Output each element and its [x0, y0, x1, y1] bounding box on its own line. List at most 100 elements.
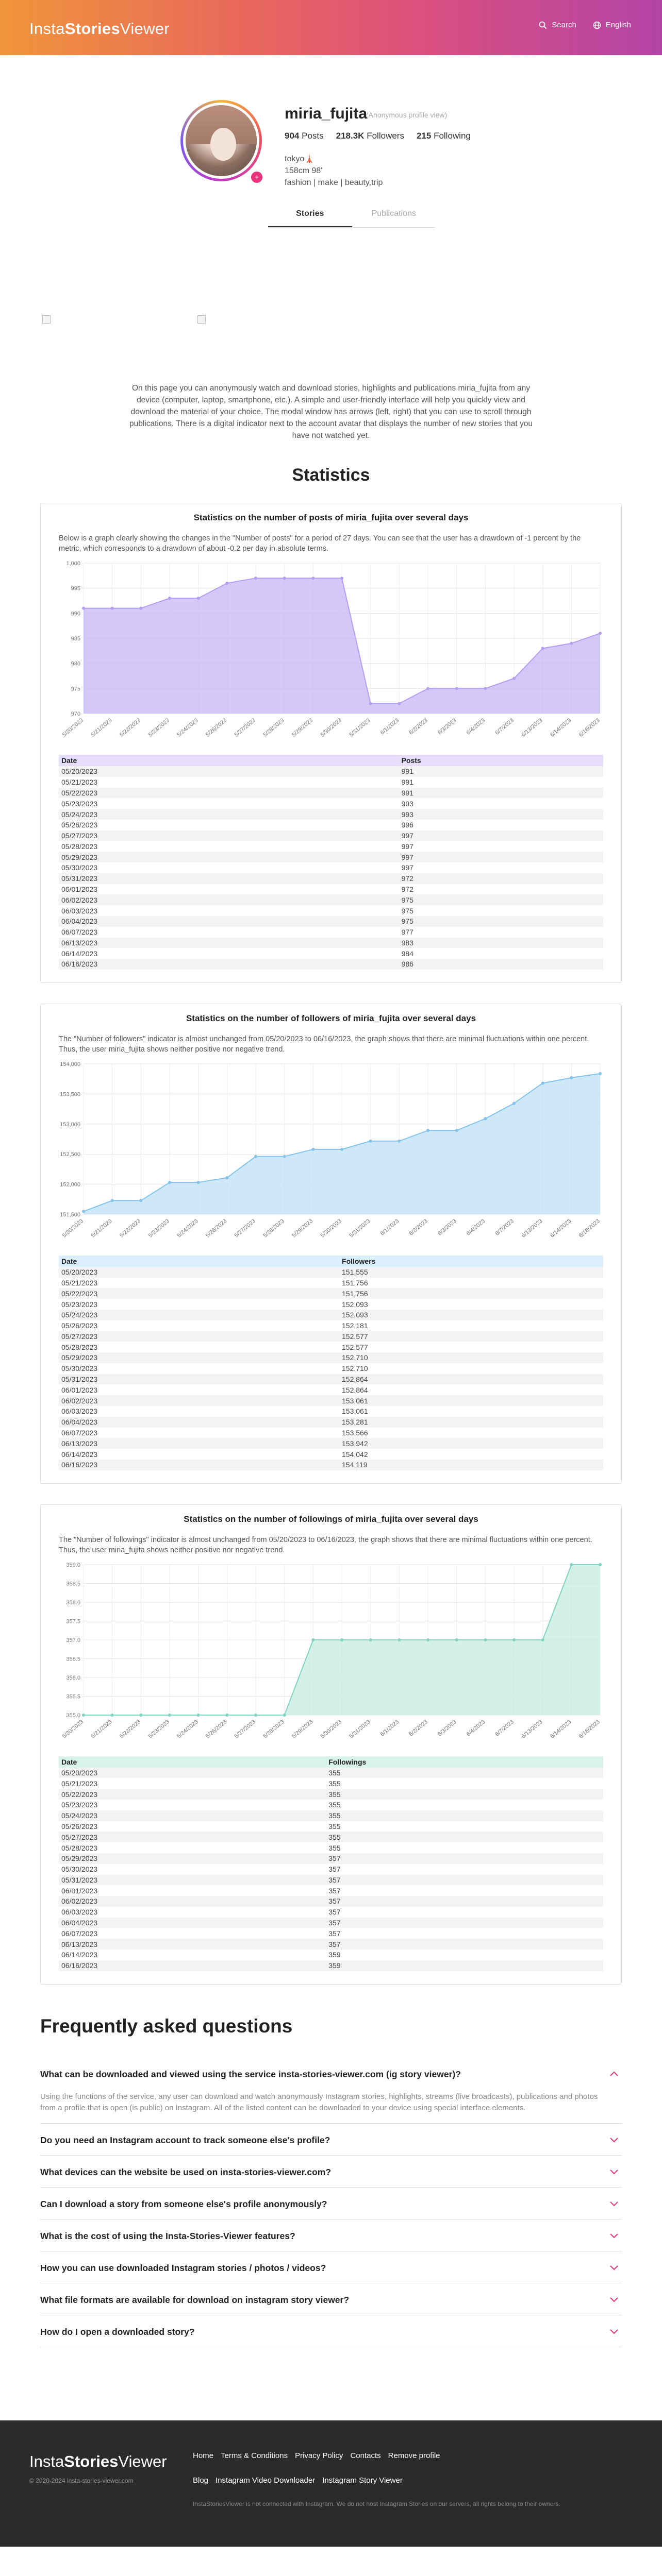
faq-item[interactable]: Can I download a story from someone else…: [40, 2188, 622, 2219]
area-fill: [84, 1073, 600, 1214]
x-tick-label: 5/23/2023: [147, 717, 171, 738]
value-cell: 355: [326, 1810, 603, 1821]
table-row: 06/03/2023 153,061: [59, 1406, 603, 1417]
date-cell: 06/16/2023: [59, 959, 399, 970]
data-point: [139, 1713, 143, 1717]
tab-stories[interactable]: Stories: [268, 207, 352, 227]
value-cell: 154,119: [339, 1459, 603, 1470]
footer-link-blog[interactable]: Blog: [193, 2476, 209, 2485]
table-row: 06/04/2023 357: [59, 1917, 603, 1928]
table-row: 05/31/2023 152,864: [59, 1374, 603, 1385]
table-row: 06/14/2023 154,042: [59, 1449, 603, 1460]
data-point: [110, 1713, 114, 1717]
faq-answer: Using the functions of the service, any …: [40, 2092, 598, 2112]
faq-item[interactable]: What file formats are available for down…: [40, 2283, 622, 2315]
intro-text: On this page you can anonymously watch a…: [129, 384, 533, 440]
area-fill: [84, 578, 600, 714]
chevron-down-icon[interactable]: [609, 2296, 619, 2303]
table-row: 05/26/2023 996: [59, 820, 603, 831]
x-tick-label: 5/28/2023: [262, 1719, 285, 1740]
faq-item[interactable]: How you can use downloaded Instagram sto…: [40, 2251, 622, 2283]
chevron-up-icon[interactable]: [609, 2070, 619, 2077]
faq-item[interactable]: How do I open a downloaded story?: [40, 2315, 622, 2347]
x-tick-label: 5/24/2023: [176, 1719, 199, 1740]
date-cell: 05/24/2023: [59, 809, 399, 820]
profile-bio: tokyo🗼 158cm 98' fashion | make | beauty…: [285, 155, 383, 187]
date-cell: 05/27/2023: [59, 1832, 326, 1843]
x-tick-label: 6/13/2023: [520, 717, 543, 738]
date-cell: 05/21/2023: [61, 778, 98, 787]
chevron-down-icon[interactable]: [609, 2264, 619, 2271]
value-cell: 357: [328, 1908, 341, 1917]
table-row: 05/21/2023 991: [59, 777, 603, 788]
data-point: [168, 1181, 171, 1184]
site-header: InstaStoriesViewer Search English: [0, 0, 662, 55]
date-cell: 05/23/2023: [61, 1300, 98, 1309]
value-cell: 997: [399, 852, 603, 863]
data-point: [110, 606, 114, 610]
chevron-down-icon[interactable]: [609, 2328, 619, 2335]
faq-item[interactable]: What can be downloaded and viewed using …: [40, 2058, 622, 2124]
date-cell: 05/30/2023: [61, 1364, 98, 1373]
faq-question: What file formats are available for down…: [40, 2294, 350, 2305]
chevron-down-icon[interactable]: [609, 2136, 619, 2143]
value-cell: 991: [401, 778, 413, 787]
footer-link-video-downloader[interactable]: Instagram Video Downloader: [216, 2476, 316, 2485]
footer-link-contacts[interactable]: Contacts: [350, 2451, 381, 2460]
date-cell: 05/28/2023: [61, 842, 98, 851]
data-point: [139, 1199, 143, 1202]
footer-link-privacy[interactable]: Privacy Policy: [295, 2451, 343, 2460]
date-cell: 05/28/2023: [61, 1843, 98, 1852]
x-tick-label: 5/26/2023: [205, 1719, 228, 1740]
data-point: [369, 1139, 372, 1143]
footer-links: Home Terms & Conditions Privacy Policy C…: [193, 2451, 440, 2460]
posts-chart: 970 975 980 985 990 995 1,000 5/20/2023 5/21/202…: [61, 561, 602, 738]
value-cell: 359: [328, 1951, 341, 1959]
value-cell: 355: [328, 1779, 341, 1788]
x-tick-label: 5/24/2023: [176, 717, 199, 738]
tab-publications[interactable]: Publications: [371, 209, 416, 218]
value-cell: 153,281: [339, 1416, 603, 1428]
footer-logo[interactable]: InstaStoriesViewer: [29, 2452, 167, 2470]
value-cell: 152,093: [339, 1309, 603, 1320]
avatar: [186, 105, 257, 176]
faq-item[interactable]: What devices can the website be used on …: [40, 2156, 622, 2188]
value-cell: 357: [328, 1886, 341, 1895]
faq-item[interactable]: Do you need an Instagram account to trac…: [40, 2124, 622, 2156]
table-row: 05/30/2023 357: [59, 1864, 603, 1875]
language-button[interactable]: English: [593, 21, 631, 29]
chevron-down-icon[interactable]: [609, 2232, 619, 2239]
faq-item[interactable]: What is the cost of using the Insta-Stor…: [40, 2219, 622, 2251]
site-logo[interactable]: InstaStoriesViewer: [29, 20, 170, 38]
data-point: [311, 1638, 315, 1641]
x-tick-label: 5/31/2023: [348, 717, 371, 738]
value-cell: 355: [328, 1822, 341, 1831]
avatar-ring[interactable]: [180, 100, 262, 181]
search-label: Search: [552, 21, 576, 29]
profile-stats: 904 Posts 218.3K Followers 215 Following: [285, 131, 471, 141]
x-tick-label: 5/21/2023: [90, 1719, 113, 1740]
chevron-down-icon[interactable]: [609, 2168, 619, 2175]
footer-link-home[interactable]: Home: [193, 2451, 214, 2460]
date-cell: 05/20/2023: [59, 766, 399, 777]
new-stories-badge: +: [250, 170, 264, 184]
data-point: [512, 676, 516, 680]
value-cell: 154,042: [342, 1450, 368, 1459]
x-tick-label: 6/13/2023: [520, 1719, 543, 1740]
search-button[interactable]: Search: [539, 21, 576, 29]
footer-link-remove-profile[interactable]: Remove profile: [388, 2451, 440, 2460]
data-point: [369, 702, 372, 705]
footer-link-story-viewer[interactable]: Instagram Story Viewer: [322, 2476, 403, 2485]
chevron-down-icon[interactable]: [609, 2200, 619, 2207]
footer-link-terms[interactable]: Terms & Conditions: [221, 2451, 288, 2460]
y-tick-label: 356.0: [66, 1675, 80, 1681]
table-row: 06/07/2023 153,566: [59, 1428, 603, 1438]
value-cell: 152,093: [342, 1300, 368, 1309]
date-cell: 06/02/2023: [59, 1896, 326, 1907]
data-point: [426, 1638, 429, 1641]
value-cell: 357: [326, 1917, 603, 1928]
value-cell: 357: [328, 1865, 341, 1874]
table-row: 05/20/2023 151,555: [59, 1266, 603, 1278]
data-point: [311, 1147, 315, 1151]
data-point: [541, 647, 544, 650]
